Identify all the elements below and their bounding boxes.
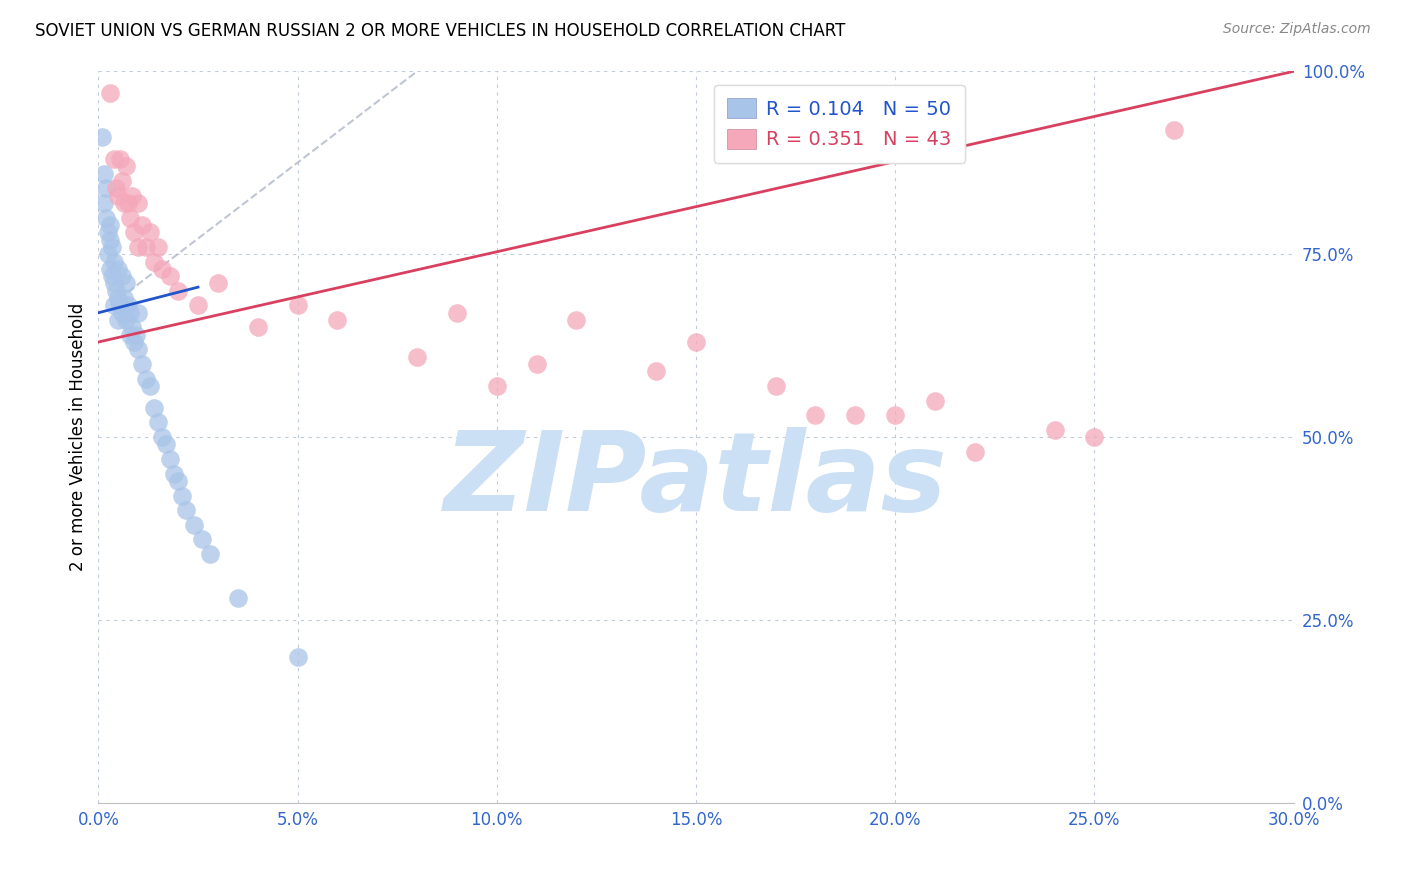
Point bbox=[645, 364, 668, 378]
Point bbox=[155, 437, 177, 451]
Point bbox=[287, 298, 309, 312]
Point bbox=[121, 320, 143, 334]
Point bbox=[150, 261, 173, 276]
Point bbox=[103, 152, 125, 166]
Y-axis label: 2 or more Vehicles in Household: 2 or more Vehicles in Household bbox=[69, 303, 87, 571]
Point bbox=[685, 334, 707, 349]
Point bbox=[135, 240, 157, 254]
Text: Source: ZipAtlas.com: Source: ZipAtlas.com bbox=[1223, 22, 1371, 37]
Point bbox=[101, 240, 124, 254]
Point bbox=[127, 240, 149, 254]
Point bbox=[96, 181, 118, 195]
Point bbox=[924, 393, 946, 408]
Point bbox=[884, 408, 907, 422]
Point bbox=[143, 401, 166, 415]
Point bbox=[127, 196, 149, 211]
Point bbox=[120, 327, 142, 342]
Point bbox=[207, 277, 229, 291]
Point bbox=[446, 306, 468, 320]
Point bbox=[127, 306, 149, 320]
Point bbox=[804, 408, 827, 422]
Legend: R = 0.104   N = 50, R = 0.351   N = 43: R = 0.104 N = 50, R = 0.351 N = 43 bbox=[714, 85, 965, 162]
Point bbox=[287, 649, 309, 664]
Point bbox=[150, 430, 173, 444]
Point bbox=[246, 320, 269, 334]
Point bbox=[963, 444, 986, 458]
Point bbox=[167, 284, 190, 298]
Point bbox=[98, 218, 122, 232]
Point bbox=[159, 269, 181, 284]
Point bbox=[111, 306, 134, 320]
Point bbox=[96, 211, 118, 225]
Point bbox=[110, 298, 132, 312]
Point bbox=[98, 87, 122, 101]
Point bbox=[131, 357, 153, 371]
Point bbox=[844, 408, 866, 422]
Point bbox=[124, 225, 146, 239]
Point bbox=[112, 291, 135, 305]
Point bbox=[112, 196, 135, 211]
Point bbox=[127, 343, 149, 357]
Point bbox=[565, 313, 588, 327]
Point bbox=[485, 379, 508, 393]
Point bbox=[135, 371, 157, 385]
Point bbox=[98, 233, 122, 247]
Point bbox=[226, 591, 249, 605]
Point bbox=[148, 240, 170, 254]
Point bbox=[98, 261, 122, 276]
Point bbox=[125, 327, 148, 342]
Point bbox=[110, 152, 132, 166]
Point bbox=[115, 160, 138, 174]
Point bbox=[120, 211, 142, 225]
Point bbox=[107, 188, 129, 202]
Point bbox=[198, 547, 221, 561]
Point bbox=[765, 379, 787, 393]
Point bbox=[103, 298, 125, 312]
Point bbox=[139, 225, 162, 239]
Point bbox=[1043, 423, 1066, 437]
Point bbox=[139, 379, 162, 393]
Point bbox=[101, 269, 124, 284]
Point bbox=[97, 247, 120, 261]
Point bbox=[167, 474, 190, 488]
Point bbox=[121, 188, 143, 202]
Text: SOVIET UNION VS GERMAN RUSSIAN 2 OR MORE VEHICLES IN HOUSEHOLD CORRELATION CHART: SOVIET UNION VS GERMAN RUSSIAN 2 OR MORE… bbox=[35, 22, 845, 40]
Point bbox=[163, 467, 186, 481]
Point bbox=[191, 533, 214, 547]
Point bbox=[111, 269, 134, 284]
Point bbox=[159, 452, 181, 467]
Point bbox=[107, 291, 129, 305]
Point bbox=[105, 284, 128, 298]
Point bbox=[131, 218, 153, 232]
Point bbox=[91, 130, 114, 145]
Point bbox=[406, 350, 429, 364]
Point bbox=[93, 196, 115, 211]
Point bbox=[326, 313, 349, 327]
Point bbox=[103, 254, 125, 268]
Point bbox=[174, 503, 197, 517]
Point bbox=[526, 357, 548, 371]
Point bbox=[115, 277, 138, 291]
Point bbox=[187, 298, 209, 312]
Point bbox=[105, 181, 128, 195]
Point bbox=[124, 334, 146, 349]
Point bbox=[103, 277, 125, 291]
Point bbox=[97, 225, 120, 239]
Point bbox=[172, 489, 194, 503]
Point bbox=[117, 298, 139, 312]
Point bbox=[120, 306, 142, 320]
Point bbox=[117, 196, 139, 211]
Point bbox=[143, 254, 166, 268]
Point bbox=[115, 313, 138, 327]
Point bbox=[1163, 123, 1185, 137]
Point bbox=[107, 261, 129, 276]
Point bbox=[107, 313, 129, 327]
Point bbox=[183, 517, 205, 532]
Point bbox=[1083, 430, 1105, 444]
Point bbox=[148, 416, 170, 430]
Point bbox=[93, 167, 115, 181]
Point bbox=[111, 174, 134, 188]
Text: ZIPatlas: ZIPatlas bbox=[444, 427, 948, 534]
